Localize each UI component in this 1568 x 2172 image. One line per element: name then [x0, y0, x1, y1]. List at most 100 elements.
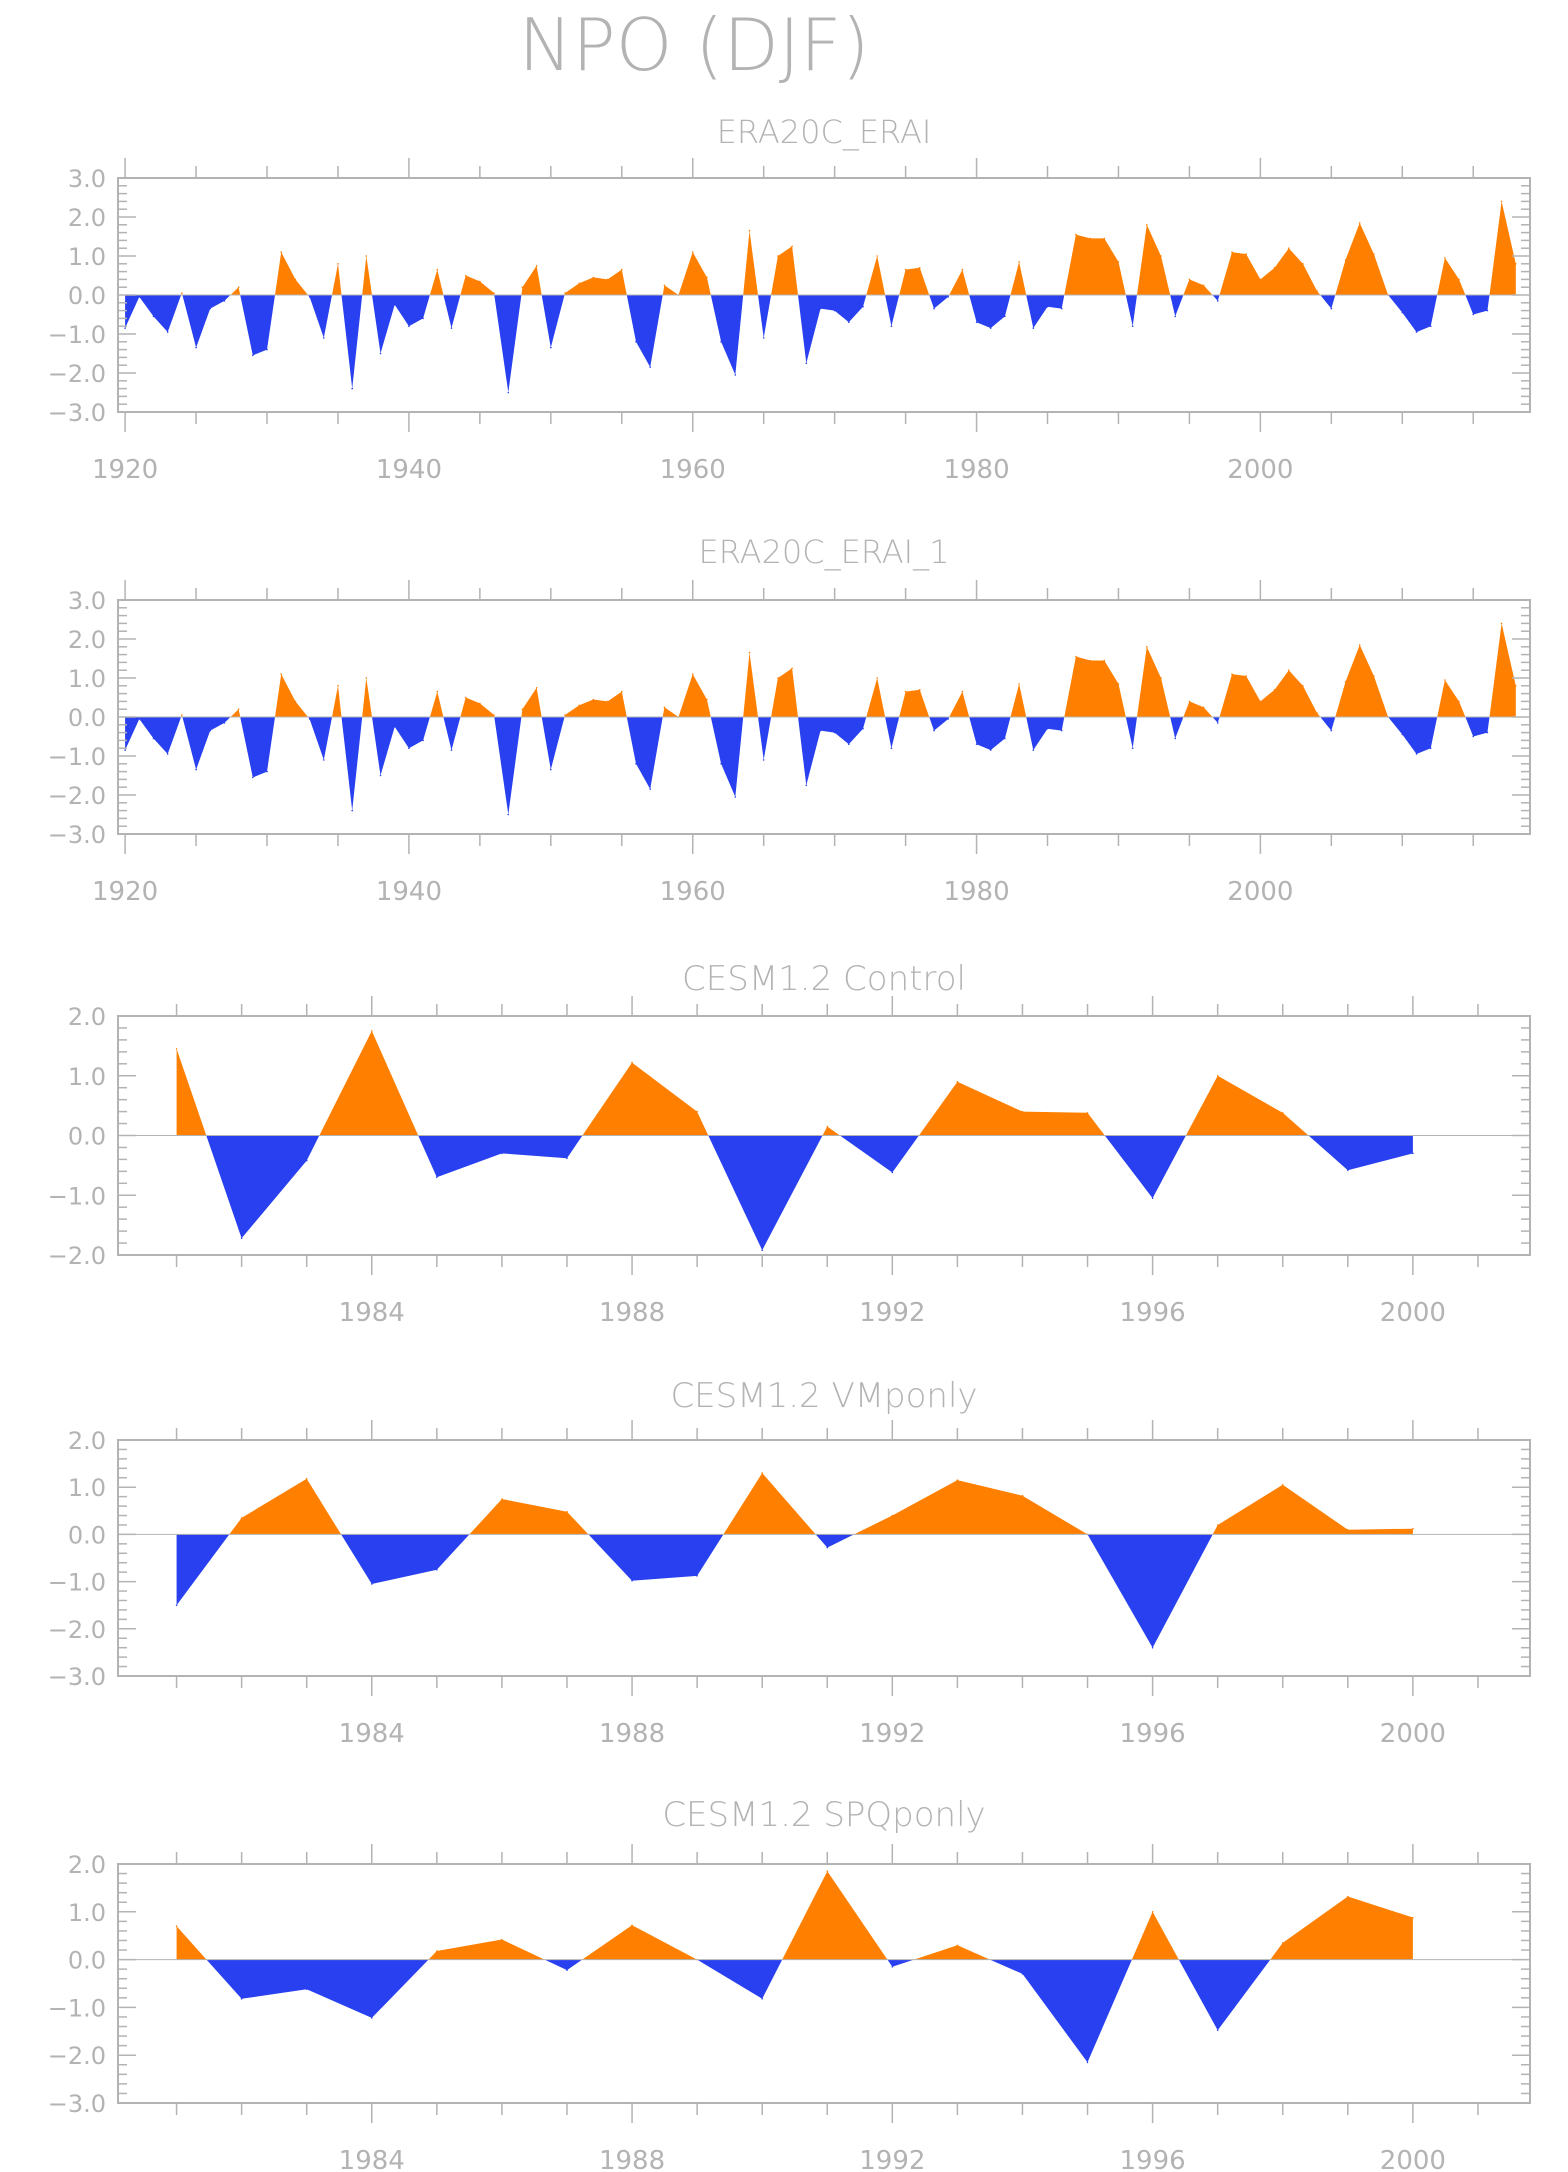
data-point-1996 — [1151, 1911, 1154, 1913]
positive-area-30 — [949, 269, 970, 295]
data-point-2010 — [1401, 733, 1404, 736]
data-point-1993 — [956, 1479, 959, 1481]
data-point-1947 — [507, 813, 510, 816]
data-point-2012 — [1429, 325, 1432, 328]
positive-area-6 — [275, 252, 308, 295]
negative-area-10 — [1104, 1135, 1186, 1199]
data-point-1923 — [166, 753, 169, 755]
data-point-2004 — [1316, 712, 1318, 714]
positive-area-14 — [460, 697, 495, 717]
data-point-1983 — [1018, 683, 1020, 685]
data-point-1925 — [195, 768, 197, 771]
data-point-1928 — [237, 708, 240, 710]
positive-area-12 — [429, 269, 444, 295]
data-point-1972 — [862, 305, 864, 308]
positive-area-18 — [564, 269, 627, 295]
data-point-1967 — [791, 667, 793, 670]
positive-area-5 — [582, 1062, 709, 1136]
negative-area-1 — [125, 717, 182, 754]
data-point-1939 — [393, 726, 396, 728]
data-point-2005 — [1330, 729, 1333, 732]
data-point-1941 — [422, 317, 424, 320]
data-point-1966 — [777, 677, 779, 679]
positive-area-2 — [229, 1478, 342, 1535]
panel-2: ERA20C_ERAI_1 −3.0 −2.0 −1.0 0.0 1.0 2.0 3.0 192… — [48, 533, 1531, 907]
positive-area-14 — [460, 275, 495, 295]
y-tick-label: 1.0 — [68, 243, 106, 271]
data-point-1954 — [606, 278, 609, 281]
y-tick-label: −2.0 — [48, 782, 106, 810]
negative-area-23 — [758, 295, 772, 338]
data-point-2015 — [1472, 735, 1474, 738]
negative-area-21 — [710, 717, 744, 797]
x-tick-label: 1980 — [943, 455, 1009, 485]
data-point-2000 — [1412, 1916, 1414, 1919]
negative-area-43 — [1388, 295, 1438, 333]
data-point-1991 — [1131, 747, 1134, 749]
data-point-1981 — [175, 1925, 178, 1927]
data-point-1945 — [479, 702, 481, 705]
negative-area-45 — [1465, 717, 1490, 737]
negative-area-41 — [1320, 717, 1336, 731]
data-point-1981 — [989, 749, 992, 751]
data-point-1973 — [876, 677, 878, 679]
data-point-1982 — [240, 1998, 243, 2000]
negative-area-31 — [969, 717, 1011, 751]
data-point-2016 — [1486, 731, 1489, 734]
negative-area-25 — [798, 717, 867, 786]
data-point-1981 — [175, 1048, 178, 1050]
data-point-1926 — [209, 307, 211, 310]
panel-3: CESM1.2 Control −2.0 −1.0 0.0 1.0 2.0 1984 1988… — [48, 959, 1531, 1328]
data-point-1969 — [819, 729, 822, 732]
negative-area-29 — [929, 717, 950, 731]
negative-area-7 — [308, 717, 332, 760]
negative-area-11 — [372, 295, 430, 354]
data-point-1981 — [989, 327, 992, 329]
data-point-1985 — [1046, 305, 1049, 308]
positive-area-12 — [429, 691, 444, 717]
data-point-1931 — [280, 673, 283, 675]
data-point-1982 — [240, 1517, 243, 1519]
negative-area-3 — [182, 295, 231, 348]
data-point-1966 — [777, 255, 779, 257]
negative-area-1 — [125, 295, 182, 333]
y-tick-label: −2.0 — [48, 1616, 106, 1644]
negative-area-17 — [541, 717, 565, 770]
negative-area-6 — [708, 1135, 823, 1251]
data-point-1971 — [848, 321, 850, 324]
x-tick-label: 1988 — [599, 2146, 665, 2172]
panel-title: CESM1.2 VMponly — [670, 1376, 977, 1416]
data-point-1947 — [507, 391, 510, 394]
positive-area-36 — [1137, 224, 1171, 295]
positive-area-8 — [854, 1480, 1088, 1535]
data-point-1935 — [337, 263, 339, 265]
positive-area-18 — [564, 691, 627, 717]
positive-area-28 — [899, 267, 930, 295]
negative-area-13 — [443, 717, 461, 751]
data-point-1933 — [308, 718, 311, 720]
data-point-1993 — [956, 1080, 959, 1083]
data-point-1937 — [365, 677, 368, 679]
data-point-1942 — [436, 268, 439, 271]
panel-1: ERA20C_ERAI −3.0 −2.0 −1.0 0.0 1.0 2.0 3.0 1920 1… — [48, 113, 1531, 485]
negative-area-3 — [182, 717, 231, 770]
data-point-1942 — [436, 690, 439, 693]
negative-area-4 — [418, 1135, 583, 1178]
x-tick-label: 2000 — [1380, 1719, 1446, 1749]
data-point-1954 — [606, 700, 609, 703]
data-point-1970 — [833, 731, 836, 734]
data-point-1933 — [308, 296, 311, 298]
data-point-1952 — [578, 704, 580, 707]
data-point-1943 — [450, 749, 453, 751]
negative-area-12 — [1308, 1135, 1413, 1171]
data-point-1991 — [1131, 325, 1134, 328]
y-tick-label: −3.0 — [48, 2090, 106, 2118]
data-point-1999 — [1245, 253, 1247, 255]
negative-area-8 — [887, 1959, 914, 1967]
y-tick-label: −3.0 — [48, 399, 106, 427]
data-point-2000 — [1259, 278, 1262, 281]
panel-title: ERA20C_ERAI_1 — [699, 533, 950, 571]
data-point-1946 — [493, 292, 495, 294]
negative-area-27 — [885, 717, 900, 749]
panel-title: CESM1.2 SPQponly — [662, 1795, 985, 1835]
